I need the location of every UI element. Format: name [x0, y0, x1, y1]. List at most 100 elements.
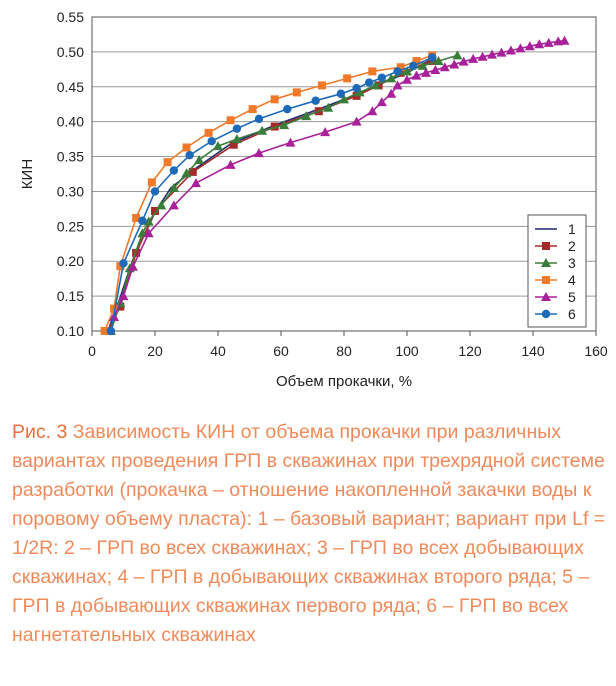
- series-4-point: [412, 56, 421, 65]
- y-tick-label: 0.25: [57, 218, 84, 234]
- plot-area: [91, 16, 597, 332]
- series-3-point: [433, 55, 444, 65]
- series-3-point: [194, 155, 205, 165]
- figure-caption: Рис. 3 Зависимость КИН от объема прокачк…: [12, 418, 612, 650]
- series-3-point: [257, 125, 268, 135]
- series-6-point: [393, 67, 402, 76]
- series-6-point: [254, 114, 264, 124]
- series-3: [105, 50, 463, 335]
- series-3-point: [301, 111, 312, 121]
- series-5-point: [439, 62, 450, 72]
- legend-label-5: 5: [568, 289, 576, 305]
- series-layer: [100, 35, 570, 336]
- series-4-line: [103, 54, 433, 332]
- series-6: [106, 53, 437, 336]
- y-tick-label: 0.30: [57, 183, 84, 199]
- series-2-point: [374, 81, 383, 90]
- series-4-point: [147, 178, 156, 187]
- series-6-point: [365, 78, 374, 87]
- series-5-point: [376, 97, 387, 107]
- x-tick-label: 120: [458, 343, 482, 359]
- series-6-point: [106, 326, 116, 336]
- x-tick-label: 140: [521, 343, 545, 359]
- y-axis-title: КИН: [19, 159, 36, 189]
- x-axis-ticks: 0 20 40 60 80 100 120 140 160: [88, 331, 608, 359]
- series-2-point: [151, 206, 159, 215]
- series-5-point: [458, 56, 469, 66]
- series-5-point: [386, 88, 397, 98]
- series-5-point: [430, 65, 441, 75]
- y-tick-label: 0.50: [57, 44, 84, 60]
- series-4-point: [248, 105, 257, 114]
- series-3-point: [168, 182, 179, 192]
- series-5-point: [449, 59, 460, 69]
- x-tick-label: 40: [210, 343, 226, 359]
- legend-box: [527, 214, 587, 328]
- series-3-point: [323, 102, 334, 112]
- series-3-point: [279, 120, 290, 130]
- series-6-point: [428, 53, 437, 62]
- x-tick-label: 0: [88, 343, 96, 359]
- gridlines: [92, 51, 596, 297]
- y-tick-label: 0.15: [57, 288, 84, 304]
- series-4-point: [182, 143, 191, 152]
- legend-marker-5: [541, 292, 551, 301]
- series-6-point: [119, 259, 128, 268]
- series-4-point: [270, 95, 279, 104]
- series-5-point: [320, 127, 331, 137]
- series-5-point: [420, 67, 431, 77]
- y-tick-label: 0.20: [57, 253, 84, 269]
- series-4-point: [100, 327, 109, 335]
- series-4-point: [226, 116, 235, 125]
- series-4: [100, 51, 437, 335]
- series-4-point: [110, 304, 119, 313]
- series-5-point: [143, 228, 154, 238]
- series-5-point: [351, 116, 362, 126]
- chart: 0 20 40 60 80 100 120 140 160 0.100.150.200.250.…: [19, 9, 608, 390]
- legend-label-3: 3: [568, 255, 576, 271]
- y-tick-label: 0.55: [57, 9, 84, 25]
- series-5-point: [487, 49, 498, 59]
- series-6-point: [207, 137, 216, 146]
- series-5-point: [534, 39, 545, 49]
- series-4-point: [163, 158, 172, 167]
- series-5-point: [367, 106, 378, 116]
- series-3-point: [231, 134, 242, 144]
- series-5-point: [505, 45, 516, 55]
- series-4-point: [317, 81, 326, 90]
- legend-marker-3: [541, 258, 551, 267]
- series-5-point: [477, 51, 488, 61]
- series-3-point: [386, 73, 397, 83]
- series-5-point: [515, 43, 526, 53]
- series-6-point: [377, 73, 386, 82]
- series-3-point: [143, 216, 154, 226]
- series-5-point: [468, 53, 479, 63]
- series-6-point: [150, 187, 160, 196]
- series-6-point: [409, 61, 418, 71]
- series-4-point: [132, 213, 141, 222]
- caption-text: Зависимость КИН от объема прокачки при р…: [12, 421, 606, 646]
- legend-marker-4: [542, 276, 550, 284]
- legend-marker-6: [541, 309, 551, 319]
- y-tick-label: 0.10: [57, 323, 84, 339]
- series-5-point: [118, 291, 129, 301]
- x-tick-label: 100: [395, 343, 419, 359]
- series-5-point: [524, 41, 535, 51]
- series-3-point: [213, 141, 223, 151]
- series-3-point: [452, 50, 463, 60]
- series-5-point: [496, 47, 507, 57]
- series-6-point: [352, 83, 361, 93]
- series-4-point: [368, 67, 377, 76]
- series-5-point: [190, 178, 201, 188]
- x-tick-label: 20: [147, 343, 163, 359]
- series-3-point: [339, 94, 349, 104]
- series-5-point: [253, 148, 264, 158]
- x-axis-title: Объем прокачки, %: [276, 373, 412, 390]
- series-5-point: [543, 37, 554, 47]
- series-4-point: [204, 128, 213, 137]
- series-5: [109, 35, 570, 322]
- x-tick-label: 80: [336, 343, 352, 359]
- x-tick-label: 160: [584, 343, 608, 359]
- series-2-point: [229, 140, 238, 149]
